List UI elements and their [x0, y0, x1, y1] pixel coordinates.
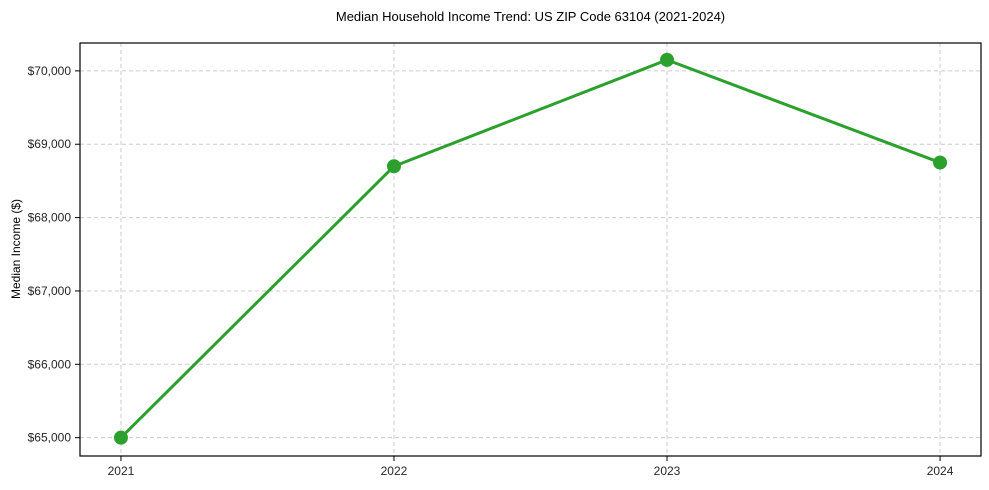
x-tick-label: 2023 — [654, 464, 681, 478]
y-axis-label: Median Income ($) — [9, 198, 23, 300]
chart-title: Median Household Income Trend: US ZIP Co… — [335, 9, 726, 24]
y-tick-label: $69,000 — [28, 137, 72, 151]
y-tick-label: $65,000 — [28, 431, 72, 445]
plot-border — [79, 42, 982, 457]
y-tick-label: $68,000 — [28, 211, 72, 225]
trend-line — [119, 58, 942, 440]
x-tick-label: 2021 — [108, 464, 135, 478]
y-tick-label: $67,000 — [28, 284, 72, 298]
y-tick-label: $66,000 — [28, 357, 72, 371]
data-point-2022 — [386, 159, 401, 174]
data-point-2021 — [113, 430, 128, 445]
data-point-2024 — [933, 155, 948, 170]
data-point-2023 — [660, 52, 675, 67]
x-tick-label: 2022 — [381, 464, 408, 478]
x-tick-label: 2024 — [927, 464, 954, 478]
y-tick-label: $70,000 — [28, 64, 72, 78]
